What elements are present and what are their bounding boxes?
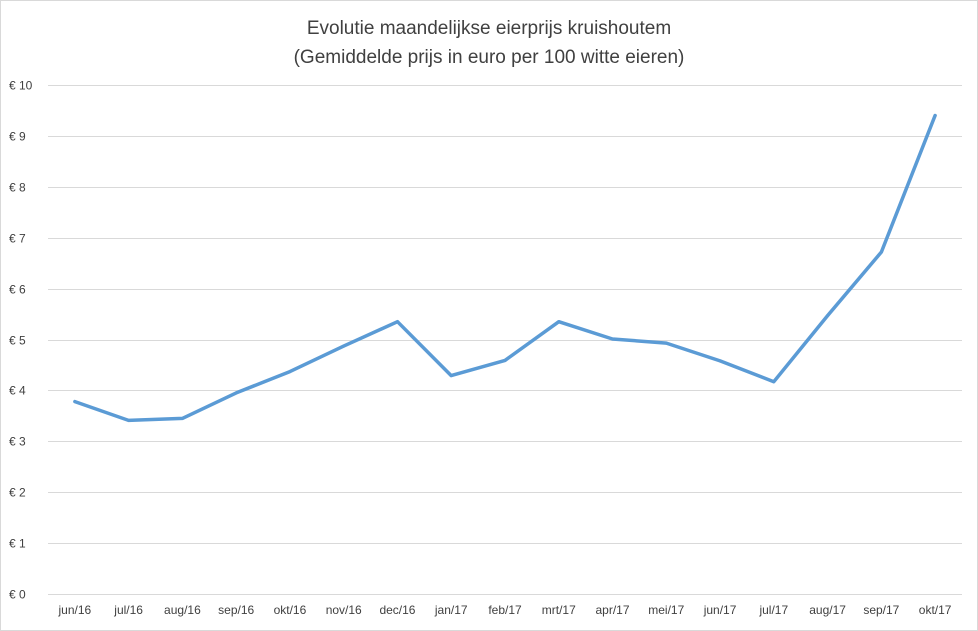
data-point bbox=[879, 250, 883, 254]
data-point bbox=[342, 344, 346, 348]
x-tick-label: mrt/17 bbox=[542, 603, 576, 617]
x-tick-label: aug/17 bbox=[809, 603, 846, 617]
gridlines bbox=[48, 85, 962, 595]
data-point bbox=[772, 380, 776, 384]
x-tick-label: mei/17 bbox=[648, 603, 684, 617]
chart-subtitle: (Gemiddelde prijs in euro per 100 witte … bbox=[294, 47, 685, 68]
x-axis-labels: jun/16 jul/16 aug/16 sep/16 okt/16 nov/16 dec/… bbox=[58, 603, 952, 617]
y-tick-label: € 0 bbox=[9, 588, 26, 602]
y-tick-label: € 5 bbox=[9, 334, 26, 348]
x-tick-label: okt/16 bbox=[274, 603, 307, 617]
data-point bbox=[611, 337, 614, 341]
x-tick-label: jul/17 bbox=[758, 603, 788, 617]
y-tick-label: € 8 bbox=[9, 181, 26, 195]
y-axis-labels: € 0 € 1 € 2 € 3 € 4 € 5 € 6 € 7 € 8 € 9 € 10 bbox=[9, 79, 33, 602]
x-tick-label: jul/16 bbox=[113, 603, 143, 617]
data-point bbox=[718, 359, 722, 363]
x-tick-label: apr/17 bbox=[596, 603, 630, 617]
x-tick-label: sep/17 bbox=[863, 603, 899, 617]
data-point bbox=[664, 341, 668, 345]
x-tick-label: okt/17 bbox=[919, 603, 952, 617]
data-point bbox=[288, 370, 292, 374]
x-tick-label: dec/16 bbox=[379, 603, 415, 617]
data-point bbox=[933, 114, 937, 117]
data-point bbox=[449, 374, 453, 378]
data-point bbox=[127, 418, 131, 422]
y-tick-label: € 2 bbox=[9, 486, 26, 500]
data-point bbox=[396, 320, 399, 324]
data-point bbox=[503, 358, 507, 362]
y-tick-label: € 6 bbox=[9, 283, 26, 297]
x-tick-label: aug/16 bbox=[164, 603, 201, 617]
y-tick-label: € 1 bbox=[9, 537, 26, 551]
y-tick-label: € 3 bbox=[9, 435, 26, 449]
data-point bbox=[557, 320, 561, 324]
series-layer bbox=[73, 113, 937, 423]
x-tick-label: sep/16 bbox=[218, 603, 254, 617]
data-point bbox=[180, 416, 184, 420]
x-tick-label: jan/17 bbox=[434, 603, 468, 617]
data-point bbox=[234, 391, 238, 395]
y-tick-label: € 10 bbox=[9, 79, 33, 93]
x-tick-label: nov/16 bbox=[326, 603, 362, 617]
x-tick-label: feb/17 bbox=[488, 603, 522, 617]
chart-title: Evolutie maandelijkse eierprijs kruishou… bbox=[307, 18, 671, 39]
x-tick-label: jun/17 bbox=[703, 603, 737, 617]
x-tick-label: jun/16 bbox=[58, 603, 92, 617]
y-tick-label: € 9 bbox=[9, 130, 26, 144]
series-line-0 bbox=[73, 113, 937, 423]
data-point bbox=[826, 314, 830, 318]
y-tick-label: € 4 bbox=[9, 384, 26, 398]
y-tick-label: € 7 bbox=[9, 232, 26, 246]
data-point bbox=[73, 400, 77, 404]
